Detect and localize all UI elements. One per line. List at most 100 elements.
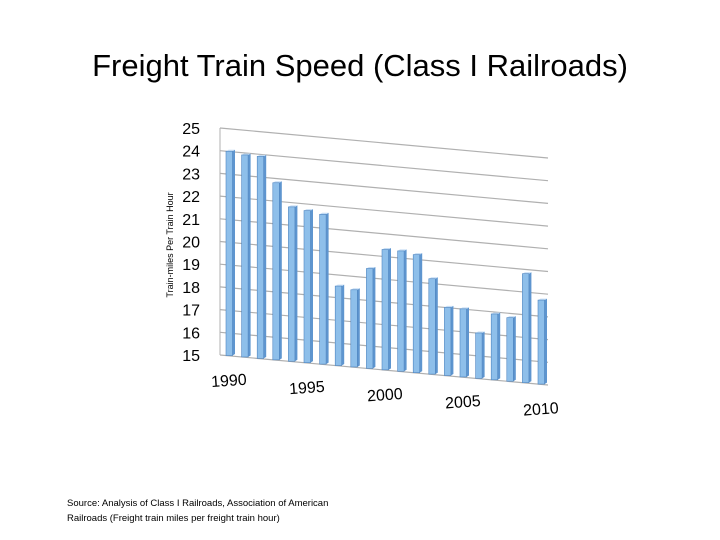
bar-top-1998: [350, 288, 360, 290]
bar-front-2000: [381, 249, 389, 371]
gridline-7: [219, 195, 549, 227]
y-tick-label-2: 17: [182, 303, 200, 320]
y-tick-label-10: 25: [182, 121, 200, 138]
y-tick-label-8: 23: [182, 166, 200, 183]
bar-top-2008: [506, 316, 516, 318]
bar-front-2001: [397, 250, 405, 372]
source-note: Source: Analysis of Class I Railroads, A…: [67, 496, 387, 526]
bar-side-1999: [372, 267, 376, 369]
source-line-2: Railroads (Freight train miles per freig…: [67, 513, 280, 524]
bar-top-1991: [241, 153, 251, 155]
bar-top-2007: [491, 312, 501, 314]
bar-2001: [397, 249, 407, 372]
bar-front-1992: [256, 156, 265, 359]
y-tick-label-3: 18: [182, 280, 200, 297]
bar-top-2010: [538, 298, 547, 301]
bar-front-2006: [475, 332, 483, 379]
bar-side-1996: [326, 212, 329, 365]
bar-side-2007: [497, 312, 501, 380]
y-tick-label-5: 20: [182, 235, 200, 252]
bar-front-1996: [319, 213, 327, 365]
bar-top-2002: [413, 253, 423, 255]
bar-side-1998: [357, 288, 360, 367]
bar-front-2010: [537, 299, 545, 385]
y-tick-label-4: 19: [182, 257, 200, 274]
bar-front-2008: [506, 317, 514, 382]
bar-front-1991: [241, 154, 249, 358]
x-tick-label-2000: 2000: [367, 386, 404, 405]
bar-front-1990: [225, 150, 233, 356]
bar-top-2005: [460, 307, 469, 309]
bar-front-1998: [350, 289, 358, 368]
bar-2005: [459, 307, 469, 378]
y-tick-label-9: 24: [182, 144, 200, 161]
bar-top-1993: [272, 181, 282, 183]
bar-side-1997: [341, 284, 345, 366]
bar-side-1991: [248, 153, 251, 357]
bar-top-1995: [304, 209, 313, 211]
bar-2003: [428, 277, 438, 375]
bar-side-1994: [294, 205, 298, 362]
bar-front-2007: [490, 313, 499, 381]
bar-side-2008: [513, 316, 516, 382]
bar-side-2010: [544, 298, 547, 385]
gridline-9: [219, 150, 549, 182]
gridline-10: [219, 127, 549, 159]
bar-front-1993: [272, 182, 280, 361]
bar-1999: [366, 267, 376, 369]
bar-side-1993: [279, 181, 282, 360]
bar-side-2003: [435, 277, 438, 375]
bar-1997: [334, 284, 345, 366]
bar-2008: [506, 316, 516, 382]
y-tick-label-0: 15: [182, 348, 200, 365]
bar-side-2009: [528, 272, 532, 383]
source-line-1: Source: Analysis of Class I Railroads, A…: [67, 498, 329, 509]
bar-side-2004: [450, 305, 454, 376]
bar-1991: [241, 153, 251, 358]
gridline-6: [219, 218, 549, 250]
bar-top-1996: [319, 212, 329, 215]
bar-1990: [225, 149, 235, 356]
bar-front-1995: [303, 210, 311, 363]
bar-front-2003: [428, 278, 436, 375]
bar-front-2004: [444, 307, 452, 376]
y-tick-label-6: 21: [182, 212, 200, 229]
bar-front-2005: [459, 308, 467, 378]
bar-front-1997: [334, 285, 343, 366]
bar-top-2006: [475, 331, 485, 333]
bar-front-1994: [288, 206, 296, 362]
bar-front-2002: [412, 254, 421, 373]
bar-side-2000: [388, 248, 391, 370]
bar-2000: [381, 248, 391, 371]
bar-top-2004: [444, 305, 454, 308]
bar-1994: [288, 205, 298, 362]
y-tick-label-7: 22: [182, 189, 200, 206]
bar-top-1992: [257, 154, 267, 157]
bar-front-1999: [366, 268, 374, 369]
x-tick-label-1995: 1995: [289, 379, 326, 398]
y-axis-label: Train-miles Per Train Hour: [165, 192, 175, 297]
bar-front-2009: [522, 273, 530, 383]
bar-1993: [272, 181, 282, 361]
bar-top-2001: [397, 249, 407, 251]
y-tick-label-1: 16: [182, 325, 200, 342]
bar-side-1995: [310, 209, 313, 363]
bar-top-1990: [226, 149, 235, 152]
bar-side-1992: [263, 154, 267, 359]
bar-2002: [412, 253, 423, 373]
bar-side-2005: [466, 307, 469, 377]
bar-side-2002: [419, 253, 423, 373]
bar-1995: [303, 209, 313, 363]
bar-1992: [256, 154, 267, 359]
x-tick-label-2005: 2005: [445, 393, 482, 412]
bar-top-2009: [522, 272, 532, 274]
bar-side-1990: [232, 149, 235, 356]
bar-top-2000: [382, 248, 391, 250]
bar-top-1994: [288, 205, 298, 207]
bar-1998: [350, 288, 360, 368]
x-tick-label-1990: 1990: [211, 372, 248, 391]
bar-2004: [444, 305, 454, 376]
bar-top-1997: [335, 284, 345, 287]
bar-top-2003: [428, 277, 438, 279]
